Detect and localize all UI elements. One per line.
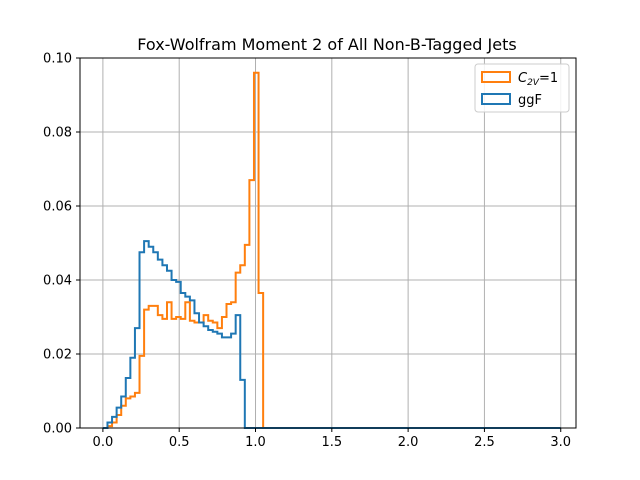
x-tick-label: 1.5	[321, 435, 342, 450]
legend-swatch-ggf	[481, 93, 511, 105]
legend: C2V=1 ggF	[474, 63, 570, 113]
x-tick-label: 1.0	[245, 435, 266, 450]
legend-label-c2v-rest: =1	[539, 71, 558, 86]
x-tick-label: 3.0	[550, 435, 571, 450]
x-tick-label: 0.5	[169, 435, 190, 450]
x-tick-label: 0.0	[93, 435, 114, 450]
legend-swatch-c2v	[481, 71, 511, 83]
legend-label-c2v: C2V=1	[518, 71, 558, 88]
chart-title: Fox-Wolfram Moment 2 of All Non-B-Tagged…	[137, 35, 516, 54]
y-tick-label: 0.06	[43, 200, 72, 215]
y-tick-label: 0.10	[43, 52, 72, 67]
x-tick-label: 2.5	[474, 435, 495, 450]
legend-label-ggf: ggF	[518, 93, 542, 108]
legend-box	[474, 63, 570, 113]
y-tick-label: 0.00	[43, 422, 72, 437]
y-tick-label: 0.02	[43, 348, 72, 363]
y-tick-label: 0.04	[43, 274, 72, 289]
legend-label-c2v-sub: 2V	[527, 78, 540, 88]
ticks: 0.0 0.5 1.0 1.5 2.0 2.5 3.0 0.00 0.02 0.04 0.06 0.0…	[43, 52, 571, 451]
legend-label-c2v-main: C	[518, 71, 528, 86]
x-tick-label: 2.0	[398, 435, 419, 450]
axes-frame	[79, 57, 577, 429]
y-tick-label: 0.08	[43, 126, 72, 141]
